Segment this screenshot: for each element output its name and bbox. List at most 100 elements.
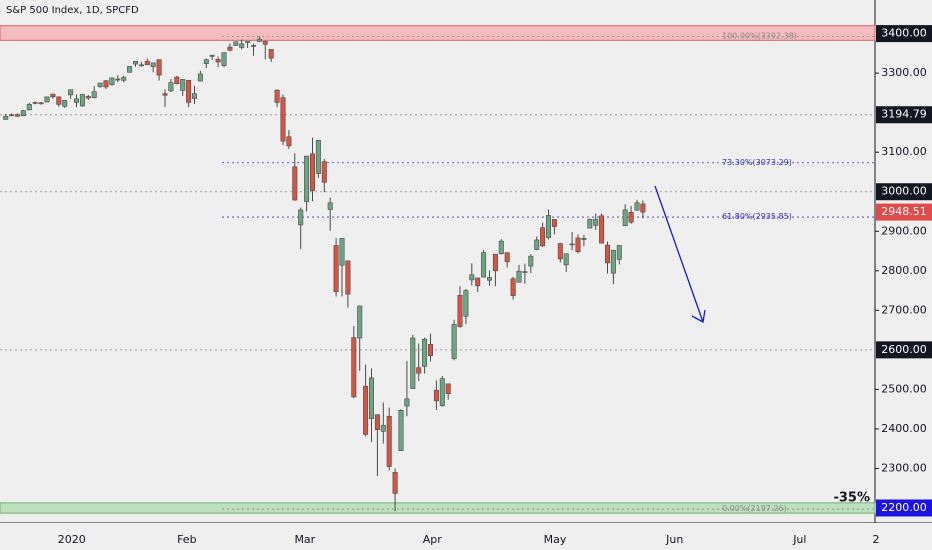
x-tick-label: 2 — [872, 533, 879, 546]
candle-body — [575, 237, 581, 253]
candle-body — [315, 140, 321, 174]
candle-body — [26, 104, 32, 111]
candle-body — [439, 378, 445, 406]
candle-body — [85, 96, 91, 99]
candle-body — [150, 62, 156, 68]
candle-body — [162, 93, 168, 96]
candle-body — [510, 278, 516, 296]
candle-body — [481, 252, 487, 278]
candle-body — [15, 114, 21, 117]
candle-body — [3, 115, 9, 120]
candle-body — [380, 425, 386, 432]
candle-body — [563, 253, 569, 266]
price-label-box — [876, 341, 932, 359]
price-label: 3000.00 — [881, 185, 927, 198]
candle-body — [593, 219, 599, 226]
fib-label: 61.80%(2935.85) — [722, 212, 792, 221]
candle-body — [628, 211, 634, 223]
candle-body — [327, 202, 333, 210]
candle-body — [610, 249, 616, 274]
candle-body — [9, 114, 15, 117]
candle-body — [115, 78, 121, 81]
price-label-box — [876, 106, 932, 124]
candle-body — [262, 41, 268, 45]
time-axis — [0, 523, 932, 550]
candle-body — [197, 73, 203, 82]
x-tick-label: Jul — [792, 533, 806, 546]
candle-body — [427, 344, 433, 357]
annotation: -35% — [833, 491, 870, 506]
y-tick-label: 2800.00 — [881, 264, 927, 277]
x-tick-label: Feb — [177, 533, 196, 546]
candle-body — [386, 415, 392, 467]
candle-body — [433, 389, 439, 402]
fib-label: 100.00%(3392.38) — [722, 32, 797, 41]
y-tick-label: 3300.00 — [881, 66, 927, 79]
candle-body — [304, 155, 310, 202]
fib-label: 73.30%(3073.29) — [722, 158, 792, 167]
candle-body — [581, 238, 587, 240]
y-tick-label: 2400.00 — [881, 422, 927, 435]
candle-body — [74, 98, 80, 103]
y-tick-label: 2900.00 — [881, 224, 927, 237]
price-label-box — [876, 499, 932, 517]
price-label: 2200.00 — [881, 501, 927, 514]
candle-body — [504, 252, 510, 262]
arrow — [654, 185, 704, 323]
y-tick-label: 2700.00 — [881, 303, 927, 316]
candle-body — [233, 41, 239, 46]
candle-body — [534, 239, 540, 250]
arrow-head — [691, 309, 706, 324]
candle-body — [245, 41, 251, 43]
candle-body — [345, 260, 351, 295]
candle-body — [68, 89, 74, 96]
candle-body — [357, 305, 363, 339]
candle-body — [180, 79, 186, 91]
price-label-box — [876, 183, 932, 201]
zone — [0, 502, 876, 514]
candle-body — [416, 367, 422, 374]
candle-body — [50, 93, 56, 98]
candle-body — [309, 153, 315, 191]
candle-body — [604, 244, 610, 264]
y-tick-label: 3100.00 — [881, 145, 927, 158]
candle-body — [20, 110, 26, 117]
candle-body — [138, 64, 144, 67]
candle-body — [445, 383, 451, 395]
price-label: 2948.51 — [881, 205, 927, 218]
candle-body — [351, 337, 357, 398]
candle-body — [599, 215, 605, 244]
candle-body — [404, 398, 410, 407]
candle-body — [292, 166, 298, 201]
zone — [0, 25, 876, 41]
candle-body — [97, 82, 103, 87]
candle-body — [280, 97, 286, 142]
candle-body — [215, 58, 221, 63]
candle-body — [498, 240, 504, 255]
candle-body — [363, 385, 369, 435]
fib-label: 0.00%(2197.26) — [722, 504, 787, 513]
candle-body — [251, 45, 257, 47]
candle-body — [545, 215, 551, 238]
candle-body — [392, 472, 398, 494]
candle-body — [44, 96, 50, 103]
candle-body — [274, 89, 280, 103]
x-tick-label: Mar — [294, 533, 315, 546]
candle-body — [457, 294, 463, 327]
price-label-box — [876, 25, 932, 43]
candle-body — [298, 209, 304, 226]
candle-body — [91, 91, 97, 98]
candle-body — [227, 46, 233, 51]
candle-body — [109, 77, 115, 85]
candle-body — [516, 270, 522, 283]
price-label: 3400.00 — [881, 27, 927, 40]
price-label: 2600.00 — [881, 343, 927, 356]
plot-area — [0, 0, 875, 523]
candle-body — [62, 100, 68, 107]
price-label-box — [876, 203, 932, 221]
candle-body — [463, 290, 469, 317]
candle-body — [321, 161, 327, 183]
candle-body — [168, 82, 174, 92]
y-tick-label: 2500.00 — [881, 382, 927, 395]
